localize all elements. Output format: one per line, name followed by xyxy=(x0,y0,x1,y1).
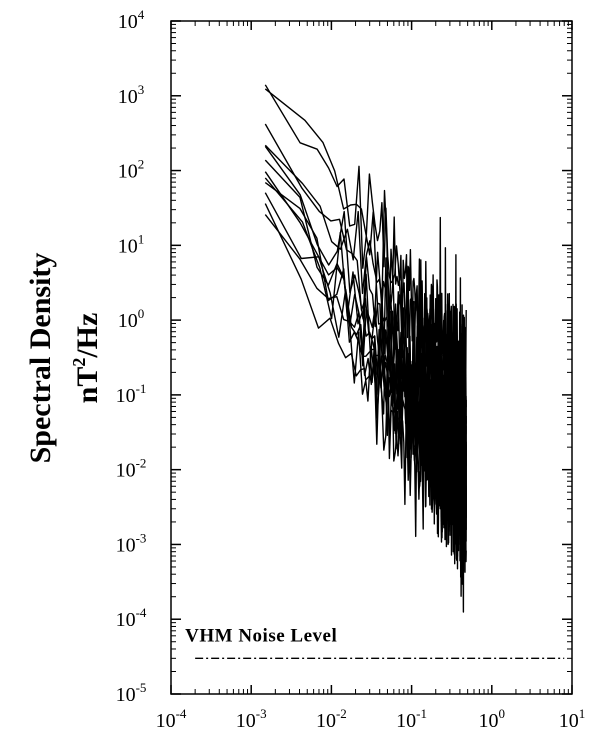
y-axis-unit-base: nT xyxy=(71,367,104,404)
y-axis-unit-rest: /Hz xyxy=(71,313,104,359)
y-tick-base: 10 xyxy=(118,11,138,33)
y-tick-exponent: -5 xyxy=(136,680,147,695)
y-tick-label: 10-3 xyxy=(116,530,147,556)
plot-frame xyxy=(170,20,573,695)
x-tick-label: 10-2 xyxy=(316,706,347,732)
spectrum-series-line xyxy=(264,203,467,613)
y-tick-label: 102 xyxy=(118,157,145,183)
y-axis-unit-exponent: 2 xyxy=(69,358,89,367)
vhm-noise-level-label: VHM Noise Level xyxy=(185,626,337,647)
y-axis-label-main: Spectral Density xyxy=(24,253,57,464)
y-tick-label: 10-5 xyxy=(116,680,147,706)
labels-layer: 10-4 10-3 10-2 10-1 100 10110-510-410-310-210… xyxy=(116,7,586,732)
y-tick-base: 10 xyxy=(116,385,136,407)
y-tick-label: 100 xyxy=(118,306,145,332)
x-tick-label: 10-4 xyxy=(156,706,187,732)
y-tick-exponent: -1 xyxy=(136,381,147,396)
y-tick-label: 10-1 xyxy=(116,381,147,407)
y-tick-exponent: 4 xyxy=(138,7,145,22)
y-tick-exponent: 0 xyxy=(138,306,145,321)
x-tick-base: 10 xyxy=(236,710,256,732)
y-tick-base: 10 xyxy=(118,235,138,257)
y-tick-base: 10 xyxy=(116,684,136,706)
x-tick-exponent: 0 xyxy=(499,706,506,721)
x-tick-exponent: -2 xyxy=(336,706,347,721)
y-tick-exponent: -2 xyxy=(136,456,147,471)
x-tick-exponent: -3 xyxy=(256,706,267,721)
y-tick-label: 103 xyxy=(118,82,145,108)
y-tick-exponent: 3 xyxy=(138,82,145,97)
y-tick-exponent: 2 xyxy=(138,157,145,172)
x-tick-base: 10 xyxy=(479,710,499,732)
x-tick-base: 10 xyxy=(559,710,579,732)
y-tick-label: 101 xyxy=(118,231,145,257)
y-tick-label: 104 xyxy=(118,7,145,33)
y-tick-base: 10 xyxy=(118,86,138,108)
x-tick-exponent: -4 xyxy=(176,706,187,721)
ticks-layer xyxy=(170,20,573,695)
y-tick-label: 10-2 xyxy=(116,456,147,482)
y-tick-exponent: 1 xyxy=(138,231,145,246)
x-tick-base: 10 xyxy=(316,710,336,732)
y-axis-unit: nT2/Hz xyxy=(69,313,104,404)
y-tick-exponent: -3 xyxy=(136,530,147,545)
y-tick-base: 10 xyxy=(118,161,138,183)
y-tick-base: 10 xyxy=(118,310,138,332)
x-tick-exponent: 1 xyxy=(579,706,586,721)
y-tick-base: 10 xyxy=(116,534,136,556)
y-tick-base: 10 xyxy=(116,609,136,631)
y-tick-label: 10-4 xyxy=(116,605,147,631)
x-tick-base: 10 xyxy=(396,710,416,732)
x-tick-label: 10-3 xyxy=(236,706,267,732)
x-tick-label: 10-1 xyxy=(396,706,427,732)
y-tick-exponent: -4 xyxy=(136,605,147,620)
x-tick-label: 101 xyxy=(559,706,586,732)
annotation-layer: VHM Noise Level xyxy=(185,626,337,647)
x-tick-label: 100 xyxy=(479,706,506,732)
y-tick-base: 10 xyxy=(116,460,136,482)
series-layer xyxy=(264,84,467,613)
y-axis-label: Spectral Density xyxy=(24,253,57,464)
x-tick-base: 10 xyxy=(156,710,176,732)
x-tick-exponent: -1 xyxy=(416,706,427,721)
